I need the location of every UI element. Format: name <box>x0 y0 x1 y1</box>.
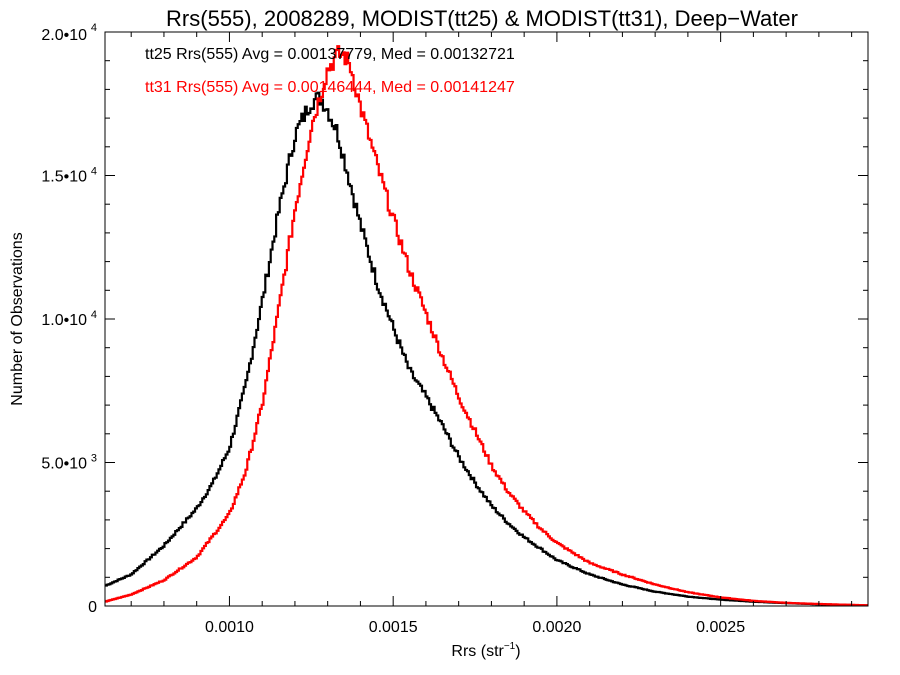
series-annotation-tt25: tt25 Rrs(555) Avg = 0.00137779, Med = 0.… <box>145 46 515 63</box>
x-tick-label: 0.0025 <box>696 619 745 636</box>
plot-area <box>105 45 868 607</box>
histogram-series-1 <box>105 45 868 607</box>
y-tick-label-main: 5.0•10 <box>41 456 87 473</box>
y-tick-label-exponent: 4 <box>91 166 97 178</box>
y-tick-label: 2.0•10 <box>41 27 87 44</box>
x-tick-label: 0.0015 <box>369 619 418 636</box>
y-tick-label-main: 1.0•10 <box>41 312 87 329</box>
y-tick-label: 5.0•10 <box>41 456 87 473</box>
x-tick-label: 0.0010 <box>205 619 254 636</box>
series-annotation-tt31: tt31 Rrs(555) Avg = 0.00146444, Med = 0.… <box>145 79 515 96</box>
x-tick-label: 0.0020 <box>532 619 581 636</box>
x-axis-label: Rrs (str−1) <box>451 641 520 660</box>
y-tick-label-main: 1.5•10 <box>41 169 87 186</box>
y-axis-label: Number of Observations <box>9 232 26 405</box>
x-axis-label-end: ) <box>515 643 520 660</box>
y-tick-label-exponent: 4 <box>91 309 97 321</box>
histogram-series-0 <box>105 91 868 607</box>
y-tick-label-exponent: 4 <box>91 22 97 34</box>
plot-frame <box>104 31 869 607</box>
y-tick-label-main: 2.0•10 <box>41 27 87 44</box>
x-axis-ticks: 0.0010 0.0015 0.0020 0.0025 <box>130 32 853 636</box>
y-tick-label: 1.0•10 <box>41 312 87 329</box>
y-tick-label: 1.5•10 <box>41 169 87 186</box>
y-tick-label: 0 <box>88 599 97 616</box>
x-axis-label-superscript: −1 <box>504 641 516 652</box>
y-tick-label-exponent: 3 <box>91 453 97 465</box>
y-tick-label-main: 0 <box>88 599 97 616</box>
x-axis-label-main: Rrs (str <box>451 643 504 660</box>
chart-title: Rrs(555), 2008289, MODIST(tt25) & MODIST… <box>166 6 798 31</box>
y-axis-ticks: 0 5.0•10 3 1.0•10 4 1.5•10 4 2.0•10 4 <box>41 22 868 616</box>
